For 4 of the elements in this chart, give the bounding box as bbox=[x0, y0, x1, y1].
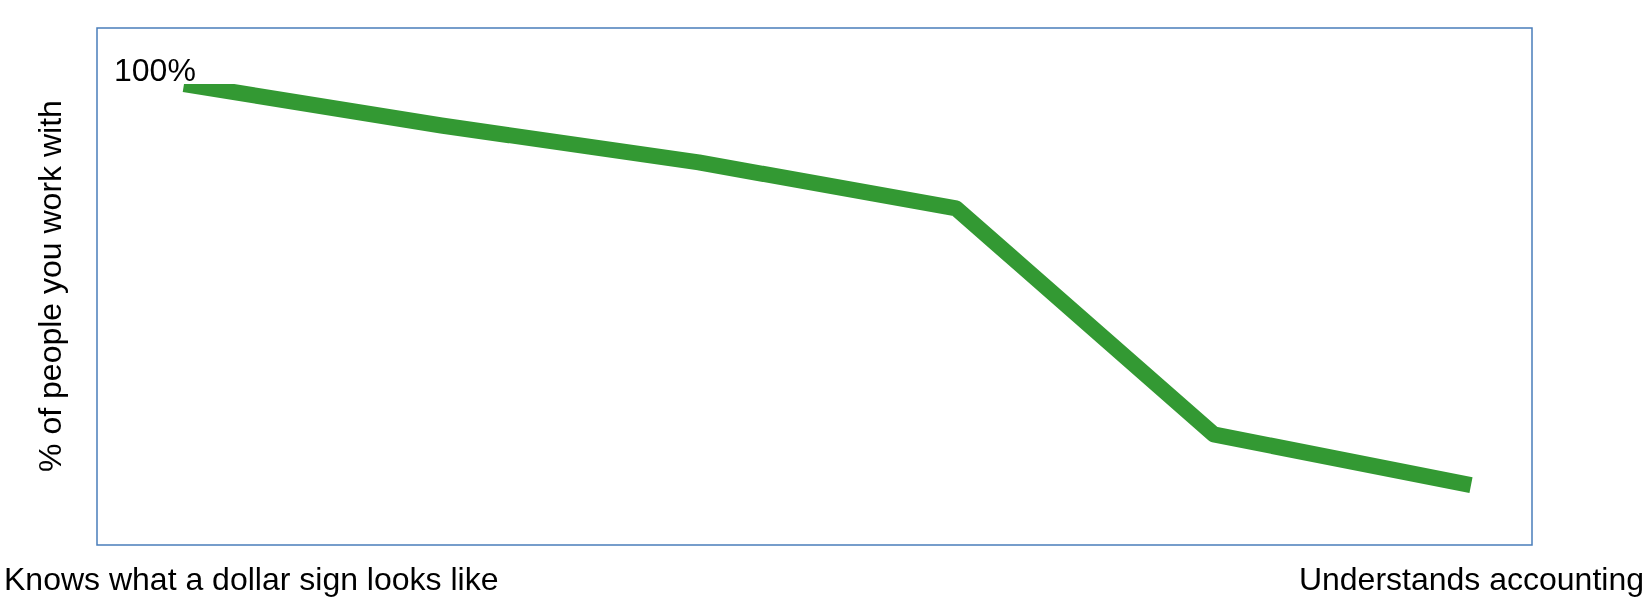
y-axis-title: % of people you work with bbox=[31, 100, 68, 472]
annotation: 100% bbox=[114, 51, 196, 88]
text: Knows what a dollar sign looks like bbox=[4, 560, 499, 597]
text: Understands accounting bbox=[1298, 560, 1644, 597]
